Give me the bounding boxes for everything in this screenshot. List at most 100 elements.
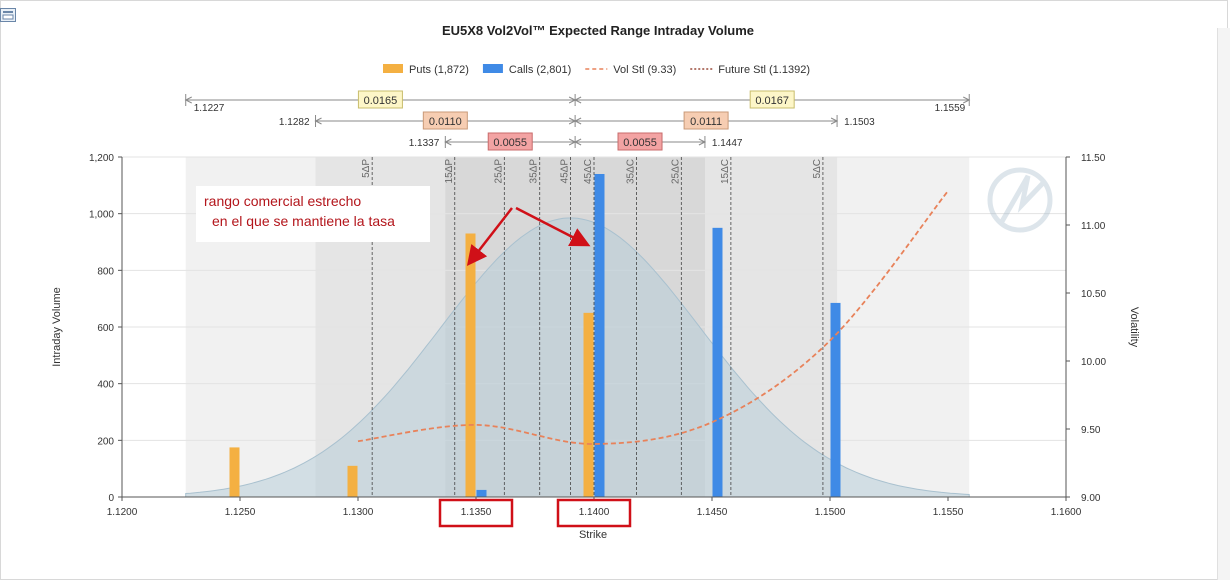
watermark-logo: [987, 167, 1053, 233]
range-width-left-box: [487, 132, 533, 151]
legend-label: Calls (2,801): [509, 64, 571, 76]
call-bar: [830, 302, 841, 497]
range-width-right-box: [749, 90, 795, 109]
y2-tick-label: 11.00: [1081, 221, 1106, 232]
range-left-label: 1.1227: [194, 103, 225, 114]
range-row-1: 1.1227 1.1559 0.0165 0.0167: [184, 90, 971, 114]
range-width-left: 0.0055: [493, 137, 527, 149]
y-tick-label: 200: [97, 436, 114, 447]
range-width-left: 0.0110: [429, 116, 462, 128]
legend-swatch: [482, 64, 503, 73]
expected-range-brackets: 1.1227 1.1559 0.0165 0.0167 1.1282 1.1503 0.01…: [184, 90, 971, 151]
y2-tick-label: 11.50: [1081, 153, 1106, 164]
range-arrow: [830, 117, 839, 125]
export-icon[interactable]: [0, 8, 16, 22]
x-tick-label: 1.1250: [225, 507, 256, 518]
range-left-label: 1.1282: [279, 117, 310, 128]
x-axis-label: Strike: [579, 529, 607, 541]
delta-label: 5ΔC: [812, 159, 823, 178]
range-arrow: [314, 117, 322, 125]
x-tick-label: 1.1500: [815, 507, 846, 518]
range-arrow: [574, 138, 582, 146]
legend-item: Puts (1,872): [383, 64, 469, 76]
x-tick-label: 1.1450: [697, 507, 728, 518]
legend-item: Future Stl (1.1392): [690, 64, 810, 76]
highlight-box: [556, 498, 632, 528]
annotation-arrow-right: [515, 206, 591, 247]
y-tick-label: 0: [108, 493, 114, 504]
legend-label: Puts (1,872): [409, 64, 469, 76]
legend: Puts (1,872) Calls (2,801) Vol Stl (9.33) F…: [383, 64, 810, 76]
y-tick-label: 1,200: [89, 153, 114, 164]
range-left-label: 1.1337: [409, 138, 440, 149]
y2-tick-label: 9.50: [1081, 425, 1101, 436]
put-bar: [465, 233, 476, 497]
range-right-label: 1.1559: [935, 103, 966, 114]
range-width-left: 0.0165: [364, 95, 398, 107]
legend-label: Future Stl (1.1392): [718, 64, 810, 76]
annotation-box: [196, 186, 430, 242]
y-axis-label: Intraday Volume: [51, 287, 63, 367]
call-bar: [712, 227, 723, 498]
annotation-line-1: rango comercial estrecho: [204, 193, 361, 209]
vol-stl-line: [357, 190, 949, 445]
range-arrow: [698, 138, 707, 146]
y2-tick-label: 10.50: [1081, 289, 1106, 300]
legend-item: Calls (2,801): [482, 64, 571, 76]
y-tick-label: 800: [97, 266, 114, 277]
delta-label: 15ΔC: [720, 159, 731, 184]
put-bar: [229, 447, 240, 497]
legend-item: Vol Stl (9.33): [585, 64, 676, 76]
range-arrow: [574, 96, 582, 104]
range-arrow: [444, 138, 452, 146]
call-bar: [594, 174, 605, 497]
x-tick-label: 1.1400: [579, 507, 610, 518]
y-tick-label: 400: [97, 380, 114, 391]
range-width-right-box: [617, 132, 663, 151]
x-tick-label: 1.1350: [461, 507, 492, 518]
plot-area: 5ΔP 15ΔP 25ΔP 35ΔP 45ΔP 45ΔC 35ΔC 25ΔC 15ΔC 5ΔC: [122, 156, 1066, 498]
range-width-right: 0.0055: [623, 137, 657, 149]
range-row-3: 1.1337 1.1447 0.0055 0.0055: [409, 132, 743, 151]
y-tick-label: 600: [97, 323, 114, 334]
delta-label: 5ΔP: [361, 159, 372, 178]
distribution-curve: [185, 217, 970, 498]
range-width-right-box: [683, 111, 729, 130]
range-width-left-box: [422, 111, 468, 130]
call-bar: [476, 489, 487, 497]
y2-axis-label: Volatility: [1128, 307, 1140, 348]
y2-tick-label: 9.00: [1081, 493, 1101, 504]
annotation-arrow-left: [466, 207, 513, 266]
delta-label: 35ΔC: [625, 159, 636, 184]
legend-swatch: [383, 64, 403, 73]
range-right-label: 1.1503: [844, 117, 875, 128]
y-tick-label: 1,000: [89, 210, 114, 221]
delta-label: 15ΔP: [444, 159, 455, 184]
delta-label: 35ΔP: [529, 159, 540, 184]
range-right-label: 1.1447: [712, 138, 743, 149]
y2-tick-label: 10.00: [1081, 357, 1106, 368]
delta-label: 45ΔC: [583, 159, 594, 184]
x-tick-label: 1.1200: [107, 507, 138, 518]
range-width-left-box: [357, 90, 403, 109]
x-tick-label: 1.1600: [1051, 507, 1082, 518]
range-arrow: [184, 96, 192, 104]
x-tick-label: 1.1300: [343, 507, 374, 518]
range-row-2: 1.1282 1.1503 0.0110 0.0111: [279, 111, 875, 130]
annotation-line-2: en el que se mantiene la tasa: [212, 213, 395, 229]
legend-label: Vol Stl (9.33): [613, 64, 676, 76]
range-width-right: 0.0167: [755, 95, 789, 107]
scrollbar[interactable]: [1217, 28, 1230, 580]
logo-ring: [987, 167, 1053, 233]
delta-label: 25ΔP: [493, 159, 504, 184]
highlight-box: [438, 498, 514, 528]
x-tick-label: 1.1550: [933, 507, 964, 518]
range-arrow: [574, 117, 582, 125]
range-width-right: 0.0111: [690, 116, 722, 128]
axes: 0 200 400 600 800 1,000 1,200 9.00 9.50 10.00 10.5…: [89, 153, 1106, 528]
annotation-overlay: rango comercial estrecho en el que se man…: [196, 186, 591, 266]
range-arrow: [963, 96, 971, 104]
put-bar: [583, 312, 594, 497]
logo-bolt: [997, 174, 1046, 227]
